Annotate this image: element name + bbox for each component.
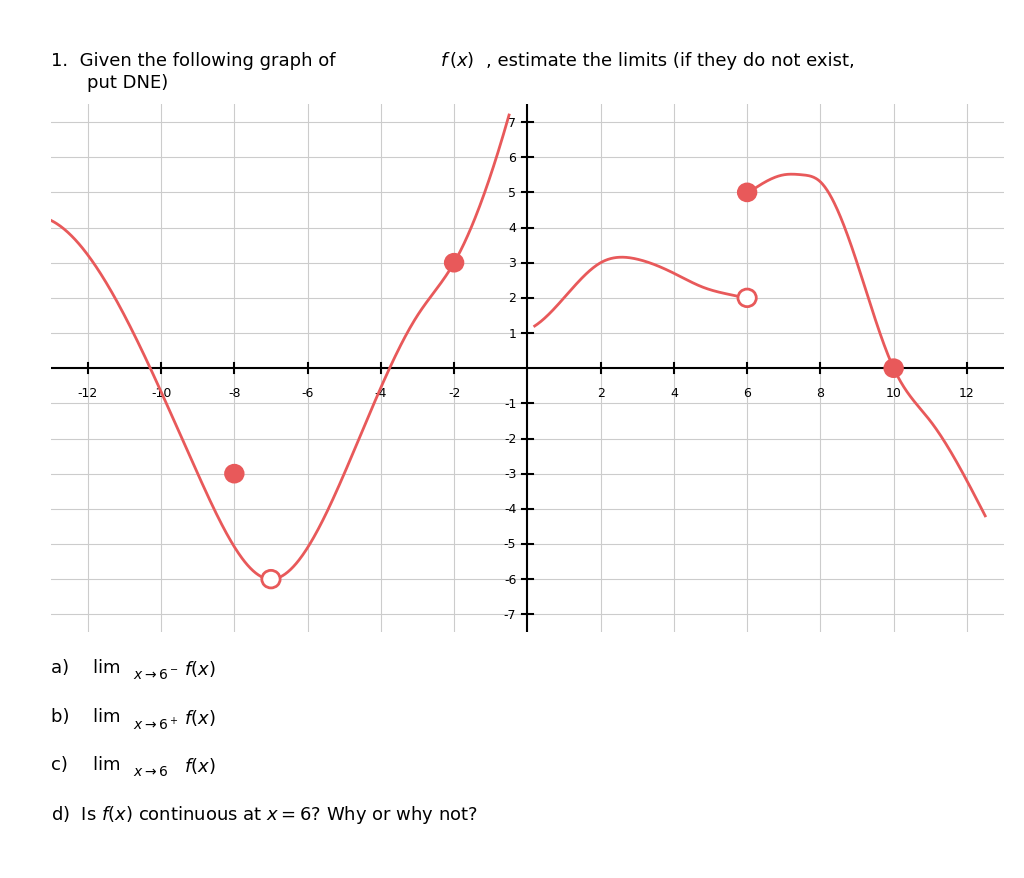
- Text: a): a): [51, 658, 81, 676]
- Text: -3: -3: [504, 468, 516, 480]
- Circle shape: [445, 255, 463, 272]
- Text: 5: 5: [508, 187, 516, 199]
- Text: b): b): [51, 707, 81, 724]
- Text: $x \to 6^+$: $x \to 6^+$: [133, 716, 178, 733]
- Text: 12: 12: [959, 386, 975, 399]
- Text: $x \to 6$: $x \to 6$: [133, 764, 169, 778]
- Text: 4: 4: [509, 222, 516, 234]
- Text: $f\,(x)$: $f\,(x)$: [440, 50, 475, 70]
- Text: -10: -10: [151, 386, 171, 399]
- Text: 3: 3: [509, 257, 516, 270]
- Text: -6: -6: [504, 573, 516, 586]
- Text: 2: 2: [597, 386, 604, 399]
- Text: c): c): [51, 755, 80, 773]
- Text: , estimate the limits (if they do not exist,: , estimate the limits (if they do not ex…: [486, 53, 855, 70]
- Text: -4: -4: [504, 503, 516, 515]
- Text: -7: -7: [504, 608, 516, 621]
- Text: $\lim$: $\lim$: [92, 755, 120, 773]
- Text: 6: 6: [743, 386, 751, 399]
- Circle shape: [885, 360, 903, 378]
- Text: $f(x)$: $f(x)$: [184, 755, 216, 775]
- Text: -1: -1: [504, 398, 516, 410]
- Text: 10: 10: [886, 386, 901, 399]
- Text: -2: -2: [447, 386, 461, 399]
- Text: -5: -5: [504, 538, 516, 551]
- Text: 1: 1: [509, 327, 516, 340]
- Text: 6: 6: [509, 152, 516, 164]
- Circle shape: [262, 571, 281, 588]
- Text: 4: 4: [670, 386, 678, 399]
- Circle shape: [738, 290, 757, 307]
- Text: -4: -4: [375, 386, 387, 399]
- Circle shape: [225, 465, 244, 483]
- Text: d)  Is $f(x)$ continuous at $x = 6$? Why or why not?: d) Is $f(x)$ continuous at $x = 6$? Why …: [51, 803, 478, 825]
- Text: -12: -12: [78, 386, 98, 399]
- Text: 8: 8: [816, 386, 824, 399]
- Text: 1.  Given the following graph of: 1. Given the following graph of: [51, 53, 341, 70]
- Text: -8: -8: [228, 386, 241, 399]
- Text: $f(x)$: $f(x)$: [184, 658, 216, 679]
- Text: $f(x)$: $f(x)$: [184, 707, 216, 727]
- Circle shape: [738, 184, 757, 202]
- Text: 7: 7: [508, 117, 516, 129]
- Text: put DNE): put DNE): [87, 75, 168, 92]
- Text: $x \to 6^-$: $x \to 6^-$: [133, 667, 179, 681]
- Text: -2: -2: [504, 433, 516, 445]
- Text: 2: 2: [509, 292, 516, 305]
- Text: $\lim$: $\lim$: [92, 658, 120, 676]
- Text: $\lim$: $\lim$: [92, 707, 120, 724]
- Text: -6: -6: [301, 386, 313, 399]
